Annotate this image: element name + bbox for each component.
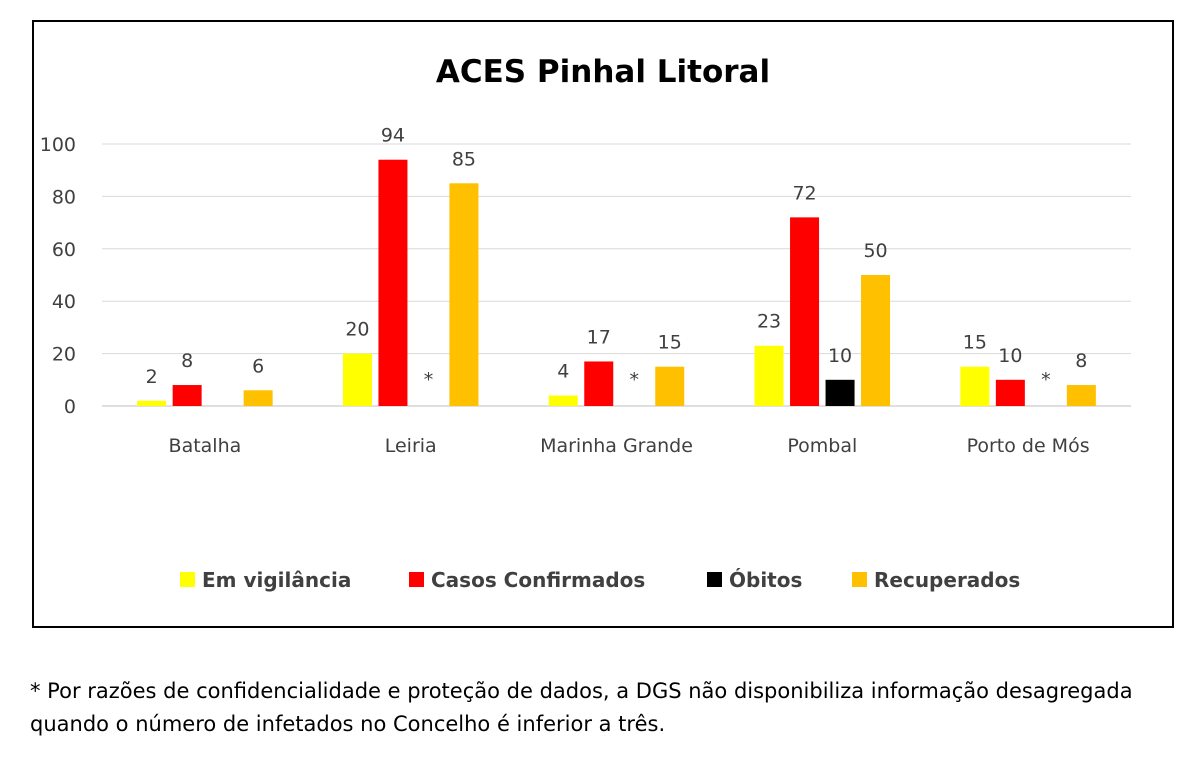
- bar-recuperados: [655, 366, 685, 406]
- y-tick-label: 80: [52, 186, 76, 208]
- x-axis-categories: Batalha Leiria Marinha Grande Pombal Porto d…: [169, 435, 1090, 457]
- data-label: 72: [792, 182, 816, 204]
- y-tick-label: 100: [40, 134, 76, 156]
- bar-casos-confirmados: [378, 159, 408, 406]
- bar-casos-confirmados: [584, 361, 614, 406]
- y-tick-label: 60: [52, 239, 76, 261]
- legend-label: Óbitos: [729, 568, 802, 592]
- bar-em-vigil-ncia: [754, 345, 784, 406]
- data-label: 10: [998, 345, 1022, 367]
- data-label: 15: [963, 332, 987, 354]
- data-label: 20: [345, 319, 369, 341]
- x-category-label: Leiria: [385, 435, 437, 457]
- gridlines: [102, 143, 1131, 407]
- legend-swatch: [409, 572, 424, 587]
- data-label: 15: [658, 332, 682, 354]
- data-label: 17: [587, 326, 611, 348]
- data-label: 50: [863, 240, 887, 262]
- data-label: 8: [181, 350, 193, 372]
- bar-recuperados: [1066, 385, 1096, 406]
- data-label: 85: [452, 148, 476, 170]
- x-category-label: Pombal: [787, 435, 857, 457]
- data-label: 10: [828, 345, 852, 367]
- bar-em-vigil-ncia: [548, 395, 578, 406]
- bar-em-vigil-ncia: [960, 366, 990, 406]
- legend-label: Casos Confirmados: [431, 568, 645, 592]
- confidential-marker: *: [630, 369, 640, 391]
- legend-swatch: [852, 572, 867, 587]
- bar-recuperados: [243, 390, 273, 406]
- bars: [137, 159, 1096, 406]
- bar--bitos: [825, 379, 855, 406]
- legend-label: Recuperados: [874, 568, 1020, 592]
- bar-em-vigil-ncia: [137, 400, 167, 406]
- y-axis-ticks: 0 20 40 60 80 100: [40, 134, 76, 418]
- x-category-label: Porto de Mós: [967, 435, 1090, 457]
- x-category-label: Batalha: [169, 435, 242, 457]
- y-tick-label: 0: [64, 396, 76, 418]
- data-label: 8: [1075, 350, 1087, 372]
- data-label: 6: [252, 355, 264, 377]
- chart: ACES Pinhal Litoral 0 20 40 60 80 100 2 8 6 20 94…: [40, 54, 1131, 592]
- data-label: 2: [146, 366, 158, 388]
- bar-casos-confirmados: [790, 217, 820, 406]
- footnote: * Por razões de confidencialidade e prot…: [30, 679, 1133, 736]
- bar-recuperados: [449, 183, 479, 406]
- bar-em-vigil-ncia: [342, 353, 372, 406]
- confidential-marker: *: [1041, 369, 1051, 391]
- data-label: 23: [757, 311, 781, 333]
- data-labels: 2 8 6 20 94 * 85 4 17 * 15 23 72 10 50 15 10 * 8: [146, 125, 1088, 391]
- legend-label: Em vigilância: [202, 568, 351, 592]
- chart-frame: ACES Pinhal Litoral 0 20 40 60 80 100 2 8 6 20 94…: [32, 20, 1174, 628]
- y-tick-label: 40: [52, 291, 76, 313]
- bar-casos-confirmados: [995, 379, 1025, 406]
- data-label: 4: [557, 361, 569, 383]
- legend-swatch: [180, 572, 195, 587]
- confidential-marker: *: [424, 369, 434, 391]
- bar-recuperados: [861, 275, 891, 406]
- chart-title: ACES Pinhal Litoral: [436, 54, 770, 90]
- legend: Em vigilância Casos Confirmados Óbitos Recu…: [180, 568, 1020, 592]
- x-category-label: Marinha Grande: [540, 435, 693, 457]
- data-label: 94: [381, 125, 405, 147]
- legend-swatch: [707, 572, 722, 587]
- y-tick-label: 20: [52, 344, 76, 366]
- bar-casos-confirmados: [172, 385, 202, 406]
